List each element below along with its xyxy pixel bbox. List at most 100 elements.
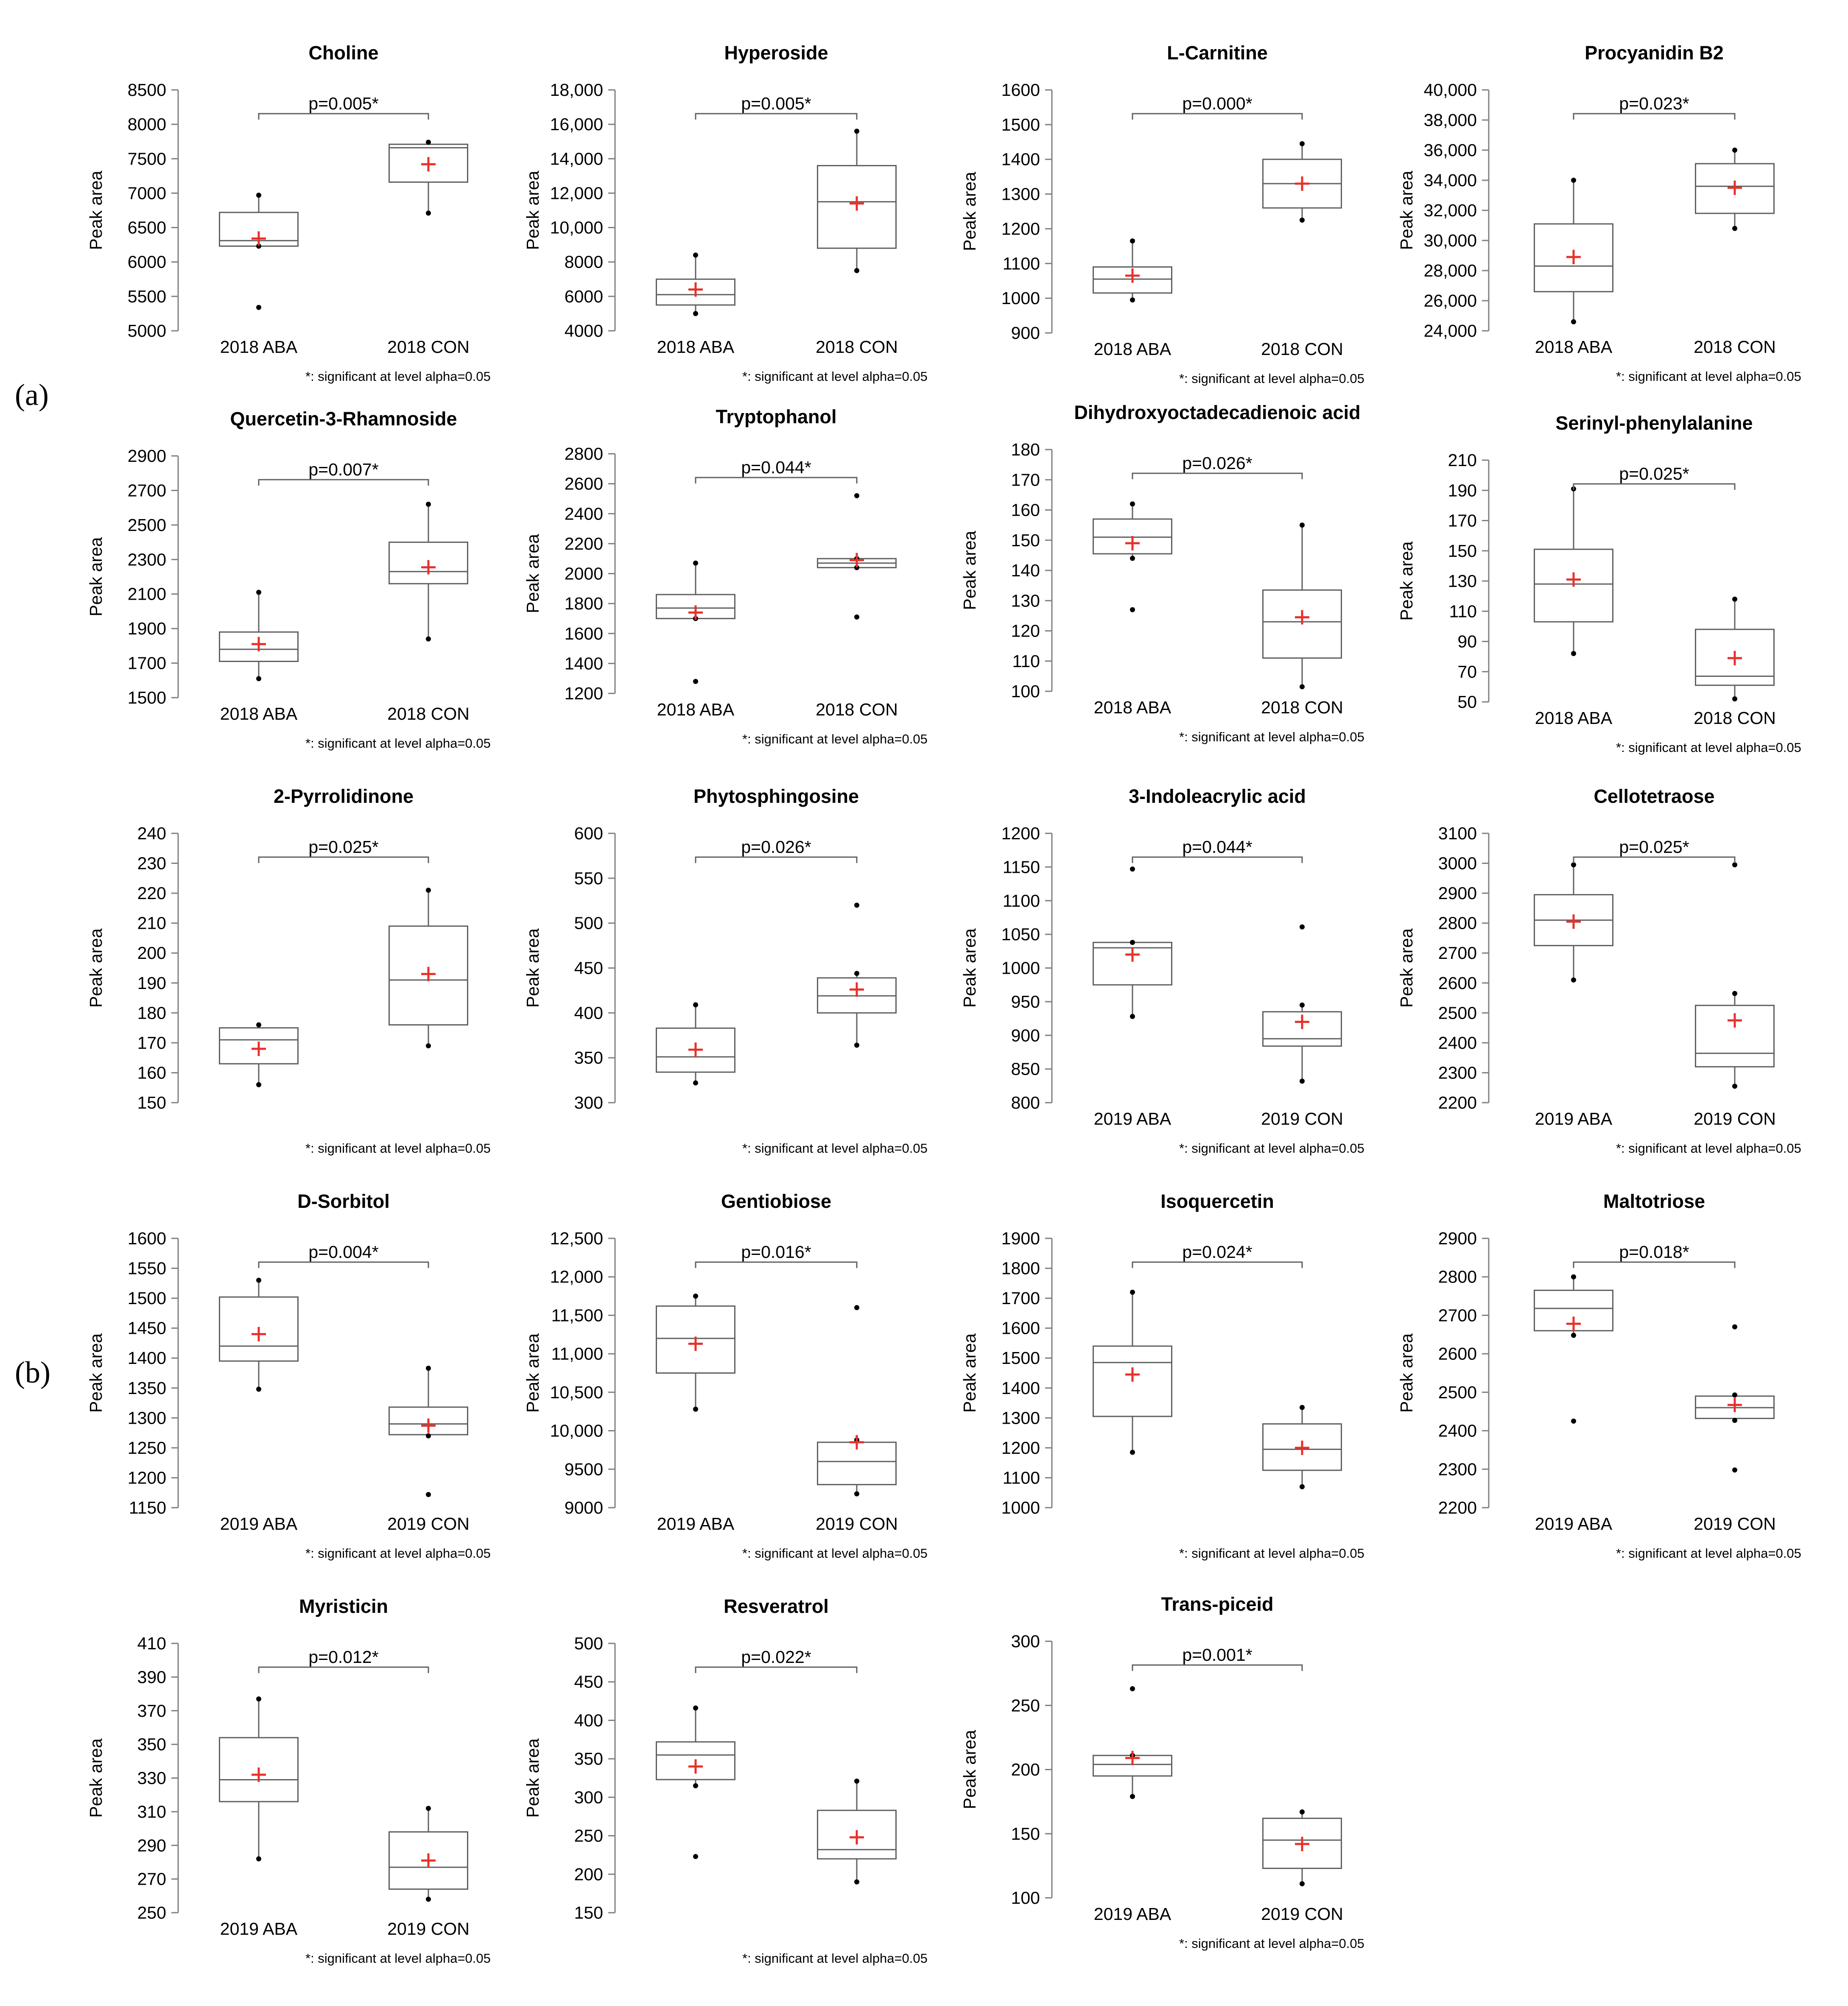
y-tick-label: 2300	[1438, 1459, 1477, 1479]
y-tick-label: 900	[1011, 323, 1040, 343]
box-iqr	[1262, 1011, 1342, 1047]
y-tick-label: 32,000	[1424, 201, 1477, 220]
box-group-2: 2018 CON	[1261, 522, 1343, 717]
whisker-min-point	[426, 1433, 431, 1439]
whisker-min-point	[1300, 1881, 1305, 1886]
significance-bracket	[258, 1261, 429, 1268]
y-tick-label: 150	[1448, 541, 1477, 561]
box-group-1: 2018 ABA	[656, 560, 735, 719]
box-group-1: 2018 ABA	[656, 252, 735, 357]
p-value-label: p=0.026*	[741, 837, 811, 857]
p-value-label: p=0.001*	[1182, 1645, 1252, 1665]
box-group-1: 2019 ABA	[219, 1696, 299, 1939]
mean-marker	[1125, 1367, 1140, 1382]
y-axis-label: Peak area	[523, 1333, 542, 1413]
y-tick-label: 1000	[1001, 958, 1040, 978]
whisker-min-point	[256, 676, 261, 682]
y-tick-label: 40,000	[1424, 80, 1477, 100]
mean-marker	[252, 231, 266, 246]
y-tick-label: 300	[574, 1788, 603, 1807]
y-tick-label: 1000	[1001, 1498, 1040, 1517]
y-tick-label: 38,000	[1424, 110, 1477, 130]
whisker-min-point	[854, 1879, 859, 1885]
chart-16: Maltotriose 2200 2300 2400 2500 2600 2700 2800 2…	[1397, 1190, 1801, 1561]
y-tick-label: 160	[137, 1063, 166, 1082]
significance-bracket	[258, 113, 429, 120]
whisker-max-point	[256, 590, 261, 595]
whisker-max-point	[256, 1277, 261, 1283]
whisker-min-point	[693, 1080, 698, 1086]
x-category-label: 2019 CON	[1261, 1109, 1343, 1129]
mean-marker	[1295, 610, 1309, 625]
whisker-max-point	[256, 1022, 261, 1028]
mean-marker	[421, 967, 436, 981]
y-tick-label: 330	[137, 1769, 166, 1788]
x-category-label: 2018 CON	[1261, 339, 1343, 359]
mean-marker	[252, 1767, 266, 1782]
y-tick-label: 70	[1457, 662, 1477, 682]
x-category-label: 2019 ABA	[1535, 1514, 1613, 1534]
y-tick-label: 500	[574, 914, 603, 933]
y-tick-label: 11,500	[551, 1305, 603, 1325]
y-tick-label: 240	[137, 824, 166, 843]
chart-title: Maltotriose	[1603, 1190, 1705, 1212]
y-tick-label: 400	[574, 1003, 603, 1023]
y-tick-label: 350	[574, 1048, 603, 1067]
box-group-1	[656, 1705, 735, 1859]
box-iqr	[389, 1831, 468, 1890]
y-tick-label: 410	[137, 1634, 166, 1653]
y-tick-label: 12,000	[550, 183, 603, 203]
chart-title: Hyperoside	[724, 42, 828, 64]
chart-1: Choline 5000 5500 6000 6500 7000 7500 8000 8500 P…	[86, 42, 491, 384]
mean-marker	[1125, 536, 1140, 550]
whisker-min-point	[256, 243, 261, 249]
p-value-label: p=0.000*	[1182, 94, 1252, 113]
box-group-1	[219, 1022, 299, 1087]
y-tick-label: 390	[137, 1667, 166, 1687]
outlier-point	[854, 493, 859, 498]
chart-6: Tryptophanol 1200 1400 1600 1800 2000 2200 2400…	[523, 406, 928, 746]
p-value-label: p=0.025*	[1619, 837, 1689, 857]
y-tick-label: 170	[1448, 511, 1477, 531]
whisker-min-point	[1571, 1333, 1576, 1338]
x-category-label: 2019 CON	[1694, 1514, 1776, 1534]
significance-note: *: significant at level alpha=0.05	[305, 736, 491, 751]
y-tick-label: 1050	[1001, 925, 1040, 944]
whisker-max-point	[1130, 1290, 1135, 1295]
y-tick-label: 9000	[565, 1498, 603, 1517]
mean-marker	[1295, 176, 1309, 191]
box-group-1: 2018 ABA	[1093, 501, 1172, 717]
mean-marker	[688, 1042, 703, 1057]
y-tick-label: 8500	[128, 80, 166, 100]
significance-bracket	[695, 1666, 858, 1673]
y-tick-label: 1300	[1001, 1408, 1040, 1428]
whisker-min-point	[256, 1082, 261, 1087]
whisker-min-point	[854, 1491, 859, 1497]
significance-note: *: significant at level alpha=0.05	[1179, 729, 1364, 744]
box-iqr	[656, 1027, 735, 1073]
whisker-min-point	[854, 1042, 859, 1048]
y-axis-label: Peak area	[1397, 541, 1416, 620]
outlier-point	[256, 305, 261, 310]
y-tick-label: 2500	[128, 515, 166, 535]
y-tick-label: 2600	[1438, 973, 1477, 993]
whisker-max-point	[1300, 1405, 1305, 1410]
whisker-max-point	[854, 971, 859, 976]
mean-marker	[1566, 250, 1581, 265]
chart-title: Phytosphingosine	[693, 785, 859, 807]
y-tick-label: 200	[574, 1864, 603, 1884]
y-tick-label: 34,000	[1424, 170, 1477, 190]
p-value-label: p=0.025*	[1619, 464, 1689, 483]
chart-title: Procyanidin B2	[1585, 42, 1724, 64]
y-tick-label: 10,000	[550, 218, 603, 237]
p-value-label: p=0.016*	[741, 1242, 811, 1262]
significance-bracket	[695, 856, 858, 863]
box-group-1: 2019 ABA	[1093, 1686, 1172, 1924]
y-tick-label: 1500	[1001, 1348, 1040, 1368]
y-tick-label: 5500	[128, 287, 166, 306]
chart-title: Dihydroxyoctadecadienoic acid	[1074, 402, 1360, 423]
y-tick-label: 1600	[128, 1229, 166, 1248]
x-category-label: 2018 ABA	[1094, 339, 1171, 359]
y-tick-label: 2700	[1438, 1305, 1477, 1325]
whisker-min-point	[693, 1783, 698, 1788]
